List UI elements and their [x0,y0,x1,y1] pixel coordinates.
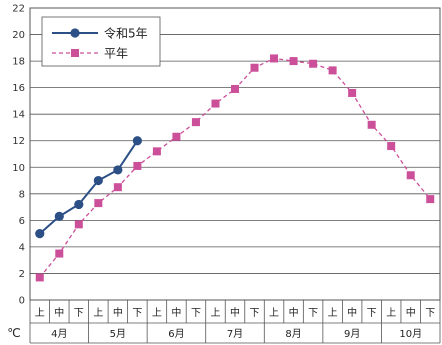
series-2-point [426,195,435,204]
legend-label-1: 令和5年 [104,26,148,41]
series-2-point [309,59,318,68]
series-1-point [54,211,64,221]
x-tick-decade-label: 中 [171,306,181,319]
y-tick-label: 2 [19,269,25,280]
series-2-point [289,57,298,66]
legend-box [41,16,161,67]
series-2-point [55,249,64,258]
x-tick-month-label: 9月 [344,328,360,340]
series-2-point [172,132,181,141]
series-2-point [270,54,279,63]
x-tick-decade-label: 下 [132,308,142,319]
y-axis-tick-labels: 0 2 4 6 8 10 12 14 16 18 20 22 [12,4,25,307]
x-tick-decade-label: 中 [406,306,416,319]
series-2-point [94,199,103,208]
y-tick-label: 8 [19,189,25,200]
x-tick-decade-label: 下 [191,308,201,319]
x-tick-month-label: 10月 [399,328,422,340]
series-2-point [387,142,396,151]
series-2-point [133,161,142,170]
series-2-point [406,171,415,180]
x-axis: 上中下上中下上中下上中下上中下上中下上中下4月 5月 6月 7月 8月 9月 10月 [29,300,441,344]
y-tick-label: 12 [12,136,25,147]
series-2-point [250,63,259,72]
y-tick-label: 10 [12,163,25,174]
x-tick-decade-label: 上 [152,307,162,319]
x-tick-decade-label: 中 [54,306,64,319]
x-tick-month-label: 7月 [227,328,243,340]
legend-marker-1 [70,28,80,38]
series-1-point [113,165,123,175]
x-tick-month-label: 5月 [110,328,126,340]
y-tick-label: 20 [12,30,25,41]
x-tick-decade-label: 上 [269,307,279,319]
x-tick-decade-label: 上 [328,307,338,319]
x-tick-month-label: 6月 [168,328,184,340]
y-tick-label: 22 [12,4,25,15]
series-1-point [132,136,142,146]
x-tick-decade-label: 上 [386,307,396,319]
x-tick-decade-label: 中 [113,306,123,319]
series-1-point [93,175,103,186]
y-tick-label: 0 [19,296,25,307]
series-2-point [328,66,337,75]
x-tick-decade-label: 中 [289,306,299,319]
x-tick-decade-label: 上 [93,307,103,319]
legend-label-2: 平年 [104,47,128,61]
series-2-point [152,147,161,156]
series-1-point [74,199,84,210]
y-tick-label: 18 [12,57,25,68]
x-tick-decade-label: 中 [230,306,240,319]
x-tick-decade-label: 下 [74,308,84,319]
y-tick-label: 16 [12,83,25,94]
x-tick-decade-label: 中 [347,306,357,319]
series-2-point [191,118,200,127]
series-line-1 [39,140,139,235]
series-2-point [367,120,376,129]
series-2-point [231,84,239,93]
x-tick-decade-label: 上 [35,307,45,319]
series-2-point [35,273,44,282]
x-tick-month-label: 8月 [285,328,301,340]
y-tick-label: 4 [19,242,25,253]
x-tick-decade-label: 下 [250,308,260,319]
series-2-point [211,99,220,108]
series-2-point [74,220,83,229]
series-1-point [35,229,45,239]
series-layer [35,54,435,282]
x-tick-decade-label: 下 [425,308,435,319]
y-tick-label: 14 [12,110,25,121]
x-tick-decade-label: 上 [210,307,220,319]
x-tick-month-label: 4月 [51,328,67,340]
y-tick-label: 6 [19,216,25,227]
series-2-point [348,88,357,97]
series-2-point [113,183,122,192]
x-tick-decade-label: 下 [308,308,318,319]
y-axis-unit-label: ℃ [7,326,20,340]
plot-frame [29,7,441,301]
x-tick-decade-label: 下 [367,308,377,319]
legend-marker-2 [71,49,79,57]
